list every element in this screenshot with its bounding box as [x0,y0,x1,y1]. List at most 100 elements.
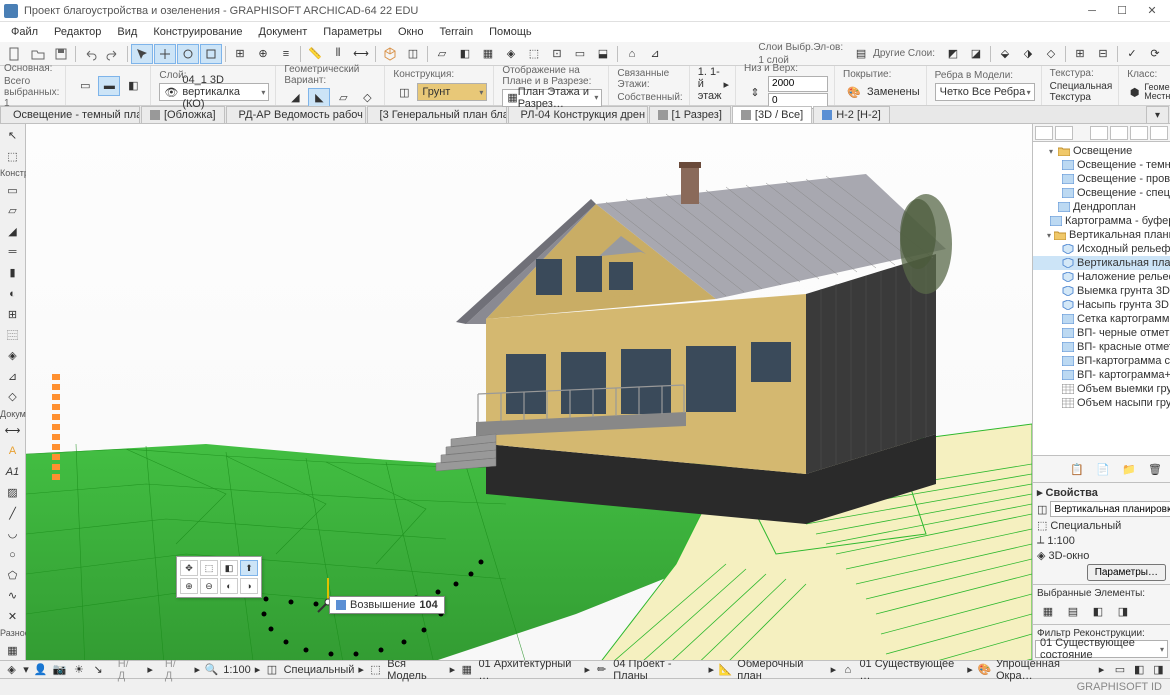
arc-tool[interactable]: ◡ [2,524,24,544]
view3d-icon[interactable]: ◫ [402,44,424,64]
menu-вид[interactable]: Вид [110,24,144,40]
filter-dropdown[interactable]: 01 Существующее состояние [1035,640,1168,658]
sb-si-icon[interactable]: 🎨 [977,663,992,677]
nav-tab1[interactable] [1035,126,1053,140]
tree-node[interactable]: ВП- черные отметки [1033,326,1170,340]
marquee-tool[interactable]: ⬚ [2,147,24,167]
t3-icon[interactable]: ▦ [477,44,499,64]
object-tool[interactable]: ◈ [2,346,24,366]
nav-tab5[interactable] [1130,126,1148,140]
arrow-icon[interactable] [131,44,153,64]
tree-node[interactable]: Насыпь грунта 3D [1033,298,1170,312]
window-tool[interactable]: ⊞ [2,304,24,324]
g3-icon[interactable]: ▱ [332,88,354,108]
save-icon[interactable] [50,44,72,64]
tree-node[interactable]: Сетка картограммы [1033,312,1170,326]
tree-node[interactable]: Вертикальная планировка [1033,256,1170,270]
sb-sp-icon[interactable]: ◫ [264,663,279,677]
tab[interactable]: [1 Разрез] [649,106,731,123]
r7-icon[interactable]: ⟳ [1144,44,1166,64]
g1-icon[interactable]: ◢ [284,88,306,108]
menu-конструирование[interactable]: Конструирование [146,24,249,40]
pet-5-icon[interactable]: ⊖ [200,578,218,594]
cube-icon[interactable] [379,44,401,64]
slab-tool[interactable]: ▱ [2,201,24,221]
se4-icon[interactable]: ◨ [1112,601,1134,621]
tree-node[interactable]: Освещение - специфика [1033,186,1170,200]
text-tool[interactable]: A [2,441,24,461]
layers-icon[interactable]: ▤ [850,44,872,64]
nav-tab6[interactable] [1150,126,1168,140]
sb-sun-icon[interactable]: ☀ [71,663,86,677]
mode2-icon[interactable] [154,44,176,64]
t4-icon[interactable]: ◈ [500,44,522,64]
tree-node[interactable]: Объем насыпи грунта [1033,396,1170,410]
plan-dropdown[interactable]: ▦ План Этажа и Разрез… [502,89,602,107]
pet-1-icon[interactable]: ⬚ [200,560,218,576]
tree-node[interactable]: Наложение рельефа 3D [1033,270,1170,284]
poly-tool[interactable]: ⬠ [2,565,24,585]
params-button[interactable]: Параметры… [1087,564,1166,581]
r4-icon[interactable]: ⊞ [1069,44,1091,64]
pet-elevate-icon[interactable]: ⬆ [240,560,258,576]
mode4-icon[interactable] [200,44,222,64]
menu-terrain[interactable]: Terrain [433,24,481,40]
menu-помощь[interactable]: Помощь [482,24,539,40]
roof-tool[interactable]: ◢ [2,222,24,242]
r2-icon[interactable]: ⬗ [1017,44,1039,64]
r1-icon[interactable]: ⬙ [994,44,1016,64]
nav-tab2[interactable] [1055,126,1073,140]
t6-icon[interactable]: ⊡ [546,44,568,64]
p-icon4[interactable]: 🗑 [1144,459,1166,479]
new-icon[interactable] [4,44,26,64]
r6-icon[interactable]: ✓ [1121,44,1143,64]
tab[interactable]: Освещение - темный пла… [0,106,140,123]
g2-icon[interactable]: ◣ [308,88,330,108]
sb-zoom-icon[interactable]: 🔍 [204,663,219,677]
height-input[interactable] [768,76,828,92]
ol2-icon[interactable]: ◪ [965,44,987,64]
sel-icon1[interactable]: ▭ [74,76,96,96]
r5-icon[interactable]: ⊟ [1092,44,1114,64]
t7-icon[interactable]: ▭ [569,44,591,64]
prop-name[interactable] [1050,501,1170,517]
t9-icon[interactable]: ⌂ [621,44,643,64]
fill-tool[interactable]: ▨ [2,483,24,503]
sb-r3-icon[interactable]: ◨ [1151,663,1166,677]
tree-node[interactable]: ▾Вертикальная планировка [1033,228,1170,242]
dim-tool[interactable]: ⟷ [2,421,24,441]
constr-dropdown[interactable]: Грунт [417,83,487,101]
c1-icon[interactable]: ◫ [393,82,415,102]
t1-icon[interactable]: ▱ [431,44,453,64]
wall-tool[interactable]: ▭ [2,180,24,200]
nav-tab3[interactable] [1090,126,1108,140]
class-icon[interactable]: ⬢ [1127,82,1142,102]
pet-6-icon[interactable]: ◐ [220,578,238,594]
menu-параметры[interactable]: Параметры [316,24,389,40]
p-icon1[interactable]: 📋 [1066,459,1088,479]
p-icon3[interactable]: 📁 [1118,459,1140,479]
t10-icon[interactable]: ⊿ [644,44,666,64]
dist-icon[interactable]: ⟷ [350,44,372,64]
minimize-button[interactable]: ─ [1078,2,1106,20]
redo-icon[interactable] [102,44,124,64]
sb-s-icon[interactable]: 📐 [718,663,733,677]
t2-icon[interactable]: ◧ [454,44,476,64]
tree-node[interactable]: ВП- картограмма+ [1033,368,1170,382]
tree-node[interactable]: ВП- красные отметки [1033,340,1170,354]
nav-tab4[interactable] [1110,126,1128,140]
layer-dropdown[interactable]: 👁04_1 3D вертикалка (КО) [159,83,269,101]
edges-dropdown[interactable]: Четко Все Ребра [935,83,1035,101]
tree-node[interactable]: ВП-картограмма с маркер [1033,354,1170,368]
pet-4-icon[interactable]: ⊕ [180,578,198,594]
mesh-tool[interactable]: ⊿ [2,366,24,386]
pet-2-icon[interactable]: ◧ [220,560,238,576]
p-icon2[interactable]: 📄 [1092,459,1114,479]
tree-node[interactable]: Освещение - проводка [1033,172,1170,186]
morph-tool[interactable]: ◇ [2,387,24,407]
menu-документ[interactable]: Документ [252,24,315,40]
menu-окно[interactable]: Окно [391,24,431,40]
spline-tool[interactable]: ∿ [2,586,24,606]
tree-node[interactable]: Картограмма - буфер [1033,214,1170,228]
menu-файл[interactable]: Файл [4,24,45,40]
